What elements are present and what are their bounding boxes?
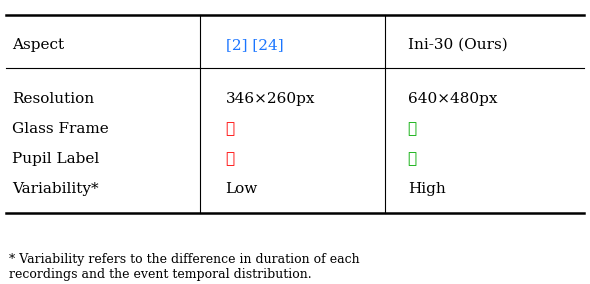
Text: 346×260px: 346×260px <box>225 92 315 106</box>
Text: Aspect: Aspect <box>12 38 64 52</box>
Text: Pupil Label: Pupil Label <box>12 152 99 166</box>
Text: ✗: ✗ <box>225 152 235 166</box>
Text: High: High <box>408 181 445 195</box>
Text: * Variability refers to the difference in duration of each
recordings and the ev: * Variability refers to the difference i… <box>9 253 359 281</box>
Text: Resolution: Resolution <box>12 92 94 106</box>
Text: Glass Frame: Glass Frame <box>12 122 109 136</box>
Text: 640×480px: 640×480px <box>408 92 497 106</box>
Text: [2] [24]: [2] [24] <box>225 38 283 52</box>
Text: Low: Low <box>225 181 258 195</box>
Text: ✓: ✓ <box>408 152 417 166</box>
Text: Ini-30 (Ours): Ini-30 (Ours) <box>408 38 507 52</box>
Text: ✓: ✓ <box>408 122 417 136</box>
Text: ✗: ✗ <box>225 122 235 136</box>
Text: Variability*: Variability* <box>12 181 99 195</box>
